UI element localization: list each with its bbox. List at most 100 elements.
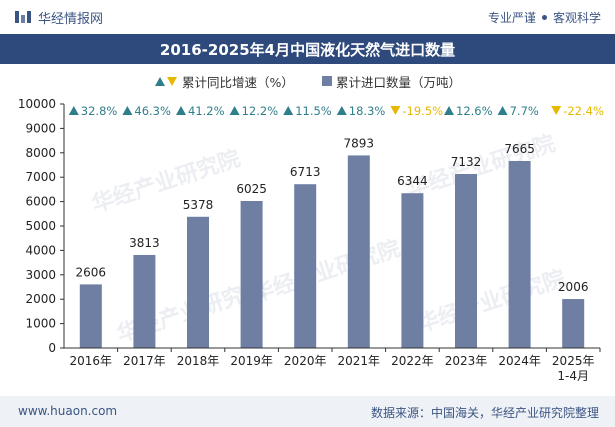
footer-source: 数据来源：中国海关，华经产业研究院整理 <box>370 406 599 420</box>
x-tick-label: 2024年 <box>498 354 541 368</box>
bar-value-label: 2606 <box>76 265 107 279</box>
chart-title: 2016-2025年4月中国液化天然气进口数量 <box>0 34 615 64</box>
x-tick-label: 2022年 <box>391 354 434 368</box>
growth-up-arrow-icon <box>68 106 79 115</box>
y-tick-label: 5000 <box>25 219 56 233</box>
slogan: 专业严谨 客观科学 <box>488 9 601 26</box>
bar <box>508 160 531 348</box>
bar-value-label: 7893 <box>344 136 375 150</box>
bar <box>562 299 585 348</box>
bar <box>401 193 424 348</box>
legend-growth-label: 累计同比增速（%） <box>182 74 294 90</box>
growth-label: 11.5% <box>295 104 332 118</box>
y-tick-label: 3000 <box>25 268 56 282</box>
bars: 2606 3813 5378 6025 6713 7893 6344 7132 7665 2006 <box>76 136 589 348</box>
x-tick-label-line: 2024年 <box>498 354 541 368</box>
y-tick-label: 6000 <box>25 195 56 209</box>
bar <box>133 254 156 348</box>
slogan-left: 专业严谨 <box>487 11 536 25</box>
bar-chart: 华经产业研究院华经产业研究院华经产业研究院华经产业研究院华经产业研究院 0 100… <box>18 97 604 383</box>
y-tick-label: 7000 <box>25 170 56 184</box>
bar <box>294 184 317 348</box>
bar <box>79 284 102 348</box>
legend: 累计同比增速（%） 累计进口数量（万吨） <box>0 70 615 92</box>
brand[interactable]: 华经情报网 <box>14 7 103 27</box>
x-tick-label: 2019年 <box>230 354 273 368</box>
footer-website[interactable]: www.huaon.com <box>18 404 118 418</box>
growth-up-arrow-icon <box>176 106 186 115</box>
slogan-right: 客观科学 <box>552 11 601 25</box>
growth-up-arrow-icon <box>336 106 347 115</box>
bar-value-label: 5378 <box>183 198 214 212</box>
y-tick-label: 10000 <box>18 97 56 111</box>
watermarks: 华经产业研究院华经产业研究院华经产业研究院华经产业研究院华经产业研究院 <box>89 130 569 347</box>
growth-down-arrow-icon <box>390 106 401 115</box>
watermark-text: 华经产业研究院 <box>249 235 404 307</box>
legend-volume-label: 累计进口数量（万吨） <box>335 74 461 90</box>
watermark-text: 华经产业研究院 <box>89 145 244 217</box>
x-tick-label-line: 2025年 <box>552 354 595 368</box>
watermark-text: 华经产业研究院 <box>414 265 569 337</box>
bar-value-label: 6025 <box>236 182 267 196</box>
growth-arrows-icon <box>155 77 178 86</box>
x-tick-label-line: 2020年 <box>284 354 327 368</box>
growth-label: -22.4% <box>563 104 604 118</box>
separator-dot <box>541 15 547 20</box>
growth-row: 32.8% 46.3% 41.2% 12.2% 11.5% 18.3% -19.5% 12.6… <box>68 104 604 118</box>
bar <box>240 200 263 348</box>
growth-down-arrow-icon <box>551 106 562 115</box>
x-tick-label-line: 1-4月 <box>557 369 589 383</box>
bar-value-label: 7132 <box>451 155 482 169</box>
y-tick-label: 2000 <box>25 292 56 306</box>
y-tick-label: 1000 <box>25 317 56 331</box>
legend-growth: 累计同比增速（%） <box>154 72 294 91</box>
x-tick-label: 2025年 1-4月 <box>552 354 595 383</box>
brand-name: 华经情报网 <box>38 11 104 27</box>
legend-volume: 累计进口数量（万吨） <box>321 72 461 91</box>
brand-logo-icon <box>15 11 31 23</box>
bar-value-label: 6713 <box>290 165 321 179</box>
growth-label: 32.8% <box>81 104 118 118</box>
y-axis: 0 1000 2000 3000 4000 5000 6000 7000 8000 9000 100… <box>18 97 65 355</box>
growth-label: 12.2% <box>242 104 279 118</box>
x-tick-label-line: 2018年 <box>177 354 220 368</box>
x-tick-label: 2021年 <box>338 354 381 368</box>
x-tick-label: 2017年 <box>123 354 166 368</box>
top-bar: 华经情报网 专业严谨 客观科学 <box>0 0 615 34</box>
x-tick-label-line: 2017年 <box>123 354 166 368</box>
growth-label: 12.6% <box>456 104 493 118</box>
bar-value-label: 7665 <box>504 142 535 156</box>
x-tick-label: 2018年 <box>177 354 220 368</box>
footer: www.huaon.com 数据来源：中国海关，华经产业研究院整理 <box>0 396 615 427</box>
bar-value-label: 3813 <box>129 236 160 250</box>
y-tick-label: 9000 <box>25 121 56 135</box>
x-tick-label-line: 2022年 <box>391 354 434 368</box>
growth-label: -19.5% <box>402 104 443 118</box>
y-tick-label: 0 <box>48 341 56 355</box>
x-tick-label: 2016年 <box>70 354 113 368</box>
x-tick-label-line: 2021年 <box>338 354 381 368</box>
x-tick-label-line: 2016年 <box>70 354 113 368</box>
bar-value-label: 6344 <box>397 174 428 188</box>
growth-up-arrow-icon <box>283 106 294 115</box>
growth-label: 18.3% <box>349 104 386 118</box>
bar <box>347 155 370 348</box>
growth-up-arrow-icon <box>229 106 240 115</box>
x-tick-label: 2020年 <box>284 354 327 368</box>
growth-up-arrow-icon <box>497 106 508 115</box>
x-tick-label-line: 2023年 <box>445 354 488 368</box>
growth-label: 41.2% <box>188 104 225 118</box>
bar <box>187 216 209 348</box>
bar <box>455 173 477 348</box>
x-tick-label: 2023年 <box>445 354 488 368</box>
legend-bar-swatch-icon <box>321 76 332 86</box>
x-axis: 2016年 2017年 2018年 2019年 2020年 2021年 2022年 2023年… <box>64 347 601 383</box>
growth-up-arrow-icon <box>122 106 133 115</box>
growth-label: 7.7% <box>510 104 539 118</box>
x-tick-label-line: 2019年 <box>230 354 273 368</box>
bar-value-label: 2006 <box>558 280 589 294</box>
growth-label: 46.3% <box>134 104 171 118</box>
y-tick-label: 8000 <box>25 146 56 160</box>
y-tick-label: 4000 <box>25 243 56 257</box>
growth-up-arrow-icon <box>444 106 454 115</box>
